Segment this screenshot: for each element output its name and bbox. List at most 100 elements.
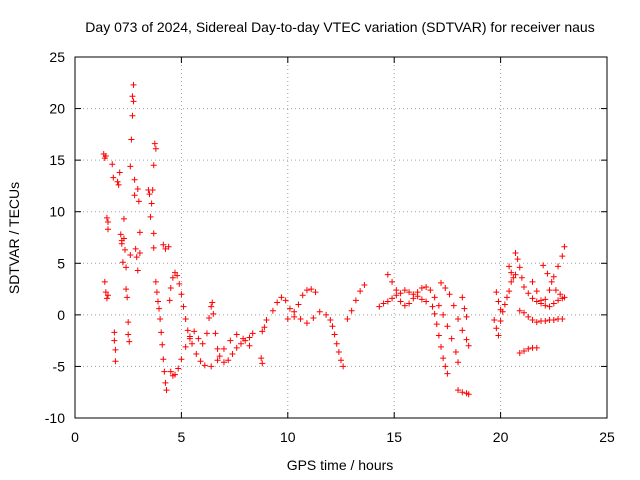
data-point <box>152 278 159 285</box>
data-point <box>197 358 204 365</box>
data-point <box>127 163 134 170</box>
data-point <box>136 249 143 256</box>
data-point <box>129 112 136 119</box>
data-point <box>516 307 523 314</box>
data-point <box>123 264 130 271</box>
data-point <box>182 315 189 322</box>
data-point <box>186 333 193 340</box>
data-point <box>310 314 317 321</box>
data-point <box>180 303 187 310</box>
data-point <box>209 299 216 306</box>
data-point <box>233 331 240 338</box>
data-point <box>152 145 159 152</box>
data-point <box>162 245 169 252</box>
data-point <box>448 335 455 342</box>
data-point <box>418 285 425 292</box>
data-point <box>465 391 472 398</box>
data-point <box>132 245 139 252</box>
data-point <box>540 262 547 269</box>
data-point <box>506 288 513 295</box>
data-point <box>550 273 557 280</box>
data-point <box>225 357 232 364</box>
data-point <box>120 215 127 222</box>
grid <box>75 57 607 418</box>
data-point <box>459 389 466 396</box>
data-point <box>542 302 549 309</box>
data-point <box>111 329 118 336</box>
data-point <box>521 284 528 291</box>
data-point <box>548 278 555 285</box>
data-point <box>178 356 185 363</box>
data-point <box>459 327 466 334</box>
data-point <box>284 315 291 322</box>
data-point <box>410 295 417 302</box>
data-point <box>555 263 562 270</box>
data-point <box>149 187 156 194</box>
data-point <box>146 191 153 198</box>
data-point <box>308 286 315 293</box>
data-point <box>440 355 447 362</box>
data-point <box>203 330 210 337</box>
y-tick-label: 5 <box>57 255 65 271</box>
data-point <box>393 287 400 294</box>
data-point <box>258 355 265 362</box>
data-point <box>116 169 123 176</box>
data-point <box>195 335 202 342</box>
data-point <box>126 338 133 345</box>
data-point <box>442 285 449 292</box>
data-point <box>147 213 154 220</box>
data-point <box>344 315 351 322</box>
data-point <box>110 174 117 181</box>
data-point <box>435 332 442 339</box>
data-point <box>102 289 109 296</box>
data-point <box>104 219 111 226</box>
y-tick-label: 10 <box>49 204 65 220</box>
data-point <box>237 340 244 347</box>
data-point <box>442 363 449 370</box>
data-point <box>165 243 172 250</box>
data-point <box>497 318 504 325</box>
data-point <box>495 298 502 305</box>
data-point <box>438 279 445 286</box>
data-point <box>518 274 525 281</box>
data-point <box>418 296 425 303</box>
data-point <box>397 290 404 297</box>
data-point <box>335 348 342 355</box>
data-point <box>529 317 536 324</box>
data-point <box>561 294 568 301</box>
data-point <box>128 136 135 143</box>
data-point <box>497 306 504 313</box>
data-point <box>376 303 383 310</box>
data-point <box>148 200 155 207</box>
data-point <box>115 181 122 188</box>
data-point <box>533 288 540 295</box>
x-tick-label: 25 <box>599 429 615 445</box>
data-point <box>455 387 462 394</box>
data-point <box>112 358 119 365</box>
data-point <box>208 363 215 370</box>
data-point <box>114 178 121 185</box>
data-point <box>172 371 179 378</box>
data-point <box>109 161 116 168</box>
data-point <box>153 289 160 296</box>
data-point <box>189 340 196 347</box>
data-point <box>269 307 276 314</box>
data-point <box>184 327 191 334</box>
data-point <box>546 287 553 294</box>
data-point <box>134 267 141 274</box>
data-point <box>131 192 138 199</box>
data-point <box>125 319 132 326</box>
x-tick-label: 5 <box>178 429 186 445</box>
y-tick-label: 25 <box>49 49 65 65</box>
data-point <box>431 310 438 317</box>
data-point <box>259 328 266 335</box>
data-point <box>150 230 157 237</box>
data-point <box>193 351 200 358</box>
data-point <box>529 295 536 302</box>
data-point <box>495 332 502 339</box>
y-axis-label: SDTVAR / TECUs <box>6 182 22 294</box>
data-point <box>533 298 540 305</box>
data-point <box>414 289 421 296</box>
data-point <box>352 297 359 304</box>
data-point <box>167 368 174 375</box>
